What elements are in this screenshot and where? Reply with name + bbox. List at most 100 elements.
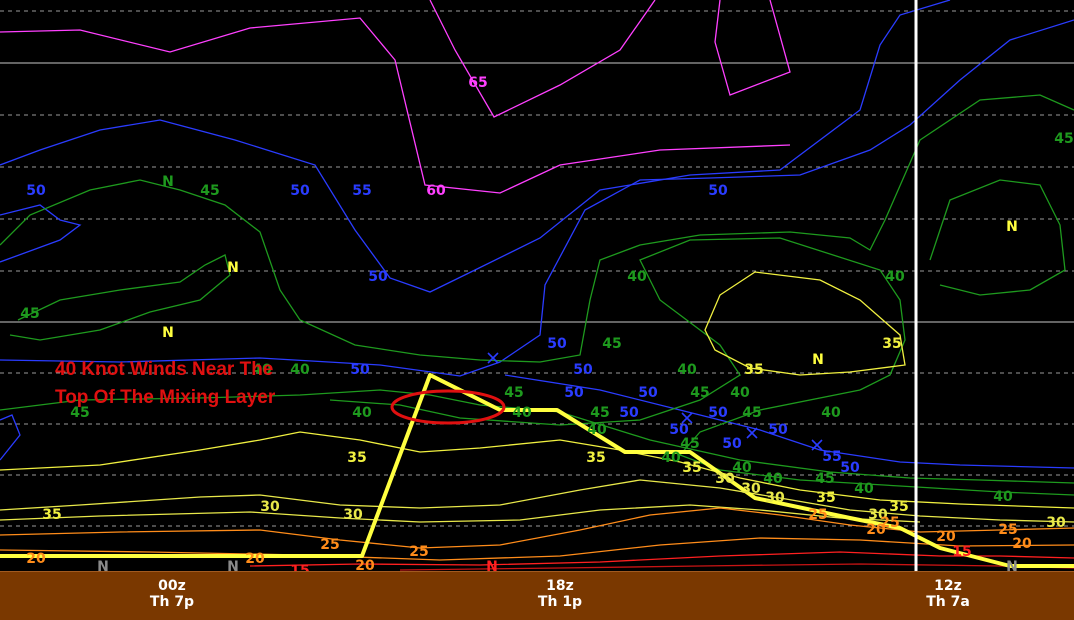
contour-label: 30 <box>741 481 761 497</box>
contour-label: 30 <box>765 490 785 506</box>
highlight-ellipse <box>390 389 506 425</box>
contour-label: 40 <box>352 405 372 421</box>
contour-40 <box>929 179 1066 296</box>
contour-label: 50 <box>708 183 728 199</box>
contour-label: 25 <box>808 507 827 523</box>
contour-label: 50 <box>368 269 388 285</box>
contour-65 <box>429 0 656 118</box>
contour-45 <box>9 254 231 341</box>
contour-40 <box>329 237 906 426</box>
contour-label: 30 <box>343 507 363 523</box>
contour-label: 50 <box>619 405 639 421</box>
tick-local: Th 1p <box>537 594 583 610</box>
tick-utc: 18z <box>546 578 574 594</box>
contour-label: 45 <box>742 405 761 421</box>
plot-background <box>0 0 1074 571</box>
contour-label: 50 <box>26 183 46 199</box>
contour-label: 15 <box>290 563 309 571</box>
contour-45 <box>0 94 1074 363</box>
contour-label: 25 <box>880 515 899 531</box>
contour-label: 30 <box>260 499 280 515</box>
contour-label: N <box>227 260 239 276</box>
contour-label: 25 <box>998 522 1017 538</box>
contour-label: 35 <box>586 450 605 466</box>
tick-utc: 12z <box>934 578 962 594</box>
tick-utc: 00z <box>158 578 186 594</box>
wind-contour-plot: 65 60 50 55 50 50 50 50 50 50 50 50 50 5… <box>0 0 1074 571</box>
contour-label: 40 <box>993 489 1013 505</box>
contour-label: 45 <box>602 336 621 352</box>
contour-label: 30 <box>1046 515 1066 531</box>
contour-50 <box>0 19 1074 377</box>
x-markers <box>487 352 823 451</box>
contour-65 <box>714 0 791 96</box>
contour-label: 65 <box>468 75 487 91</box>
contour-label: 45 <box>20 306 39 322</box>
contour-label: 50 <box>638 385 658 401</box>
contour-30 <box>0 479 1074 523</box>
contour-55 <box>0 0 951 293</box>
contour-label: 35 <box>882 336 901 352</box>
contour-label: 50 <box>350 362 370 378</box>
contour-label: 20 <box>936 529 956 545</box>
contour-50 <box>504 374 1074 469</box>
contour-label: 20 <box>355 558 375 571</box>
contour-50 <box>0 414 21 461</box>
height-grid <box>0 10 1074 527</box>
contour-label: 40 <box>677 362 697 378</box>
contour-label: 35 <box>682 460 701 476</box>
contour-label: N <box>486 559 498 571</box>
time-tick-00z: 00z Th 7p <box>127 578 217 610</box>
contour-20 <box>0 537 1074 561</box>
contour-label: 20 <box>866 522 886 538</box>
contour-label: 40 <box>730 385 750 401</box>
contour-60 <box>0 17 791 194</box>
contour-label: N <box>162 174 174 190</box>
contour-label: 45 <box>590 405 609 421</box>
contour-label: N <box>162 325 174 341</box>
tick-local: Th 7p <box>149 594 195 610</box>
contour-label: N <box>227 559 239 571</box>
annotation-line-2: Top Of The Mixing Layer <box>55 387 276 408</box>
contour-label: 30 <box>868 507 888 523</box>
contour-label: 40 <box>627 269 647 285</box>
contour-label: 30 <box>715 471 735 487</box>
contour-label: 45 <box>815 471 834 487</box>
contour-label: 50 <box>573 362 593 378</box>
contour-50 <box>0 204 82 263</box>
contour-label: 60 <box>426 183 446 199</box>
contour-label: 40 <box>821 405 841 421</box>
time-tick-12z: 12z Th 7a <box>903 578 993 610</box>
contour-label: 35 <box>42 507 61 523</box>
contour-label: 55 <box>822 449 841 465</box>
contour-label: 35 <box>347 450 366 466</box>
contour-label: 40 <box>512 405 532 421</box>
annotation-text: 40 Knot Winds Near The Top Of The Mixing… <box>55 356 275 412</box>
x-marker-icon <box>746 427 758 439</box>
contour-labels: 65 60 50 55 50 50 50 50 50 50 50 50 50 5… <box>20 75 1073 571</box>
contour-label: 15 <box>952 544 971 560</box>
contour-label: 25 <box>409 544 428 560</box>
contour-label: 45 <box>70 405 89 421</box>
contour-label: 20 <box>245 551 265 567</box>
annotation-line-1: 40 Knot Winds Near The <box>55 359 274 380</box>
contour-label: 40 <box>290 362 310 378</box>
contour-label: 40 <box>661 450 681 466</box>
contour-label: 50 <box>290 183 310 199</box>
contour-30 <box>0 504 921 523</box>
contour-label: N <box>1006 559 1018 571</box>
x-marker-icon <box>811 439 823 451</box>
contour-label: 35 <box>816 490 835 506</box>
mixing-layer-line <box>0 373 1074 568</box>
contour-label: 40 <box>854 481 874 497</box>
contour-label: 50 <box>768 422 788 438</box>
contour-35 <box>0 431 1074 509</box>
contour-label: 50 <box>547 336 567 352</box>
tick-local: Th 7a <box>926 594 970 610</box>
contour-label: 45 <box>200 183 219 199</box>
contour-label: 45 <box>1054 131 1073 147</box>
contour-label: 20 <box>1012 536 1032 552</box>
contour-label: N <box>97 559 109 571</box>
time-axis: 00z Th 7p 18z Th 1p 12z Th 7a <box>0 571 1074 620</box>
contour-label: 35 <box>889 499 908 515</box>
